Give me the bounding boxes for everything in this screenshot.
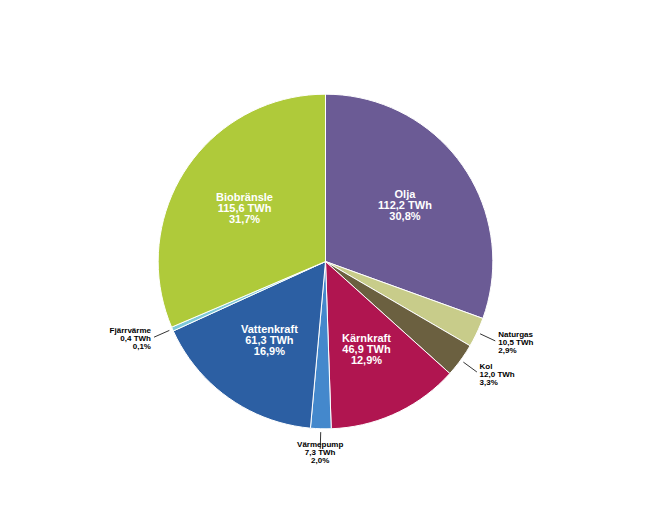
svg-text:Värmepump7,3 TWh2,0%: Värmepump7,3 TWh2,0% xyxy=(297,440,343,465)
svg-text:Fjärrvärme0,4 TWh0,1%: Fjärrvärme0,4 TWh0,1% xyxy=(110,326,152,351)
svg-text:Vattenkraft61,3 TWh16,9%: Vattenkraft61,3 TWh16,9% xyxy=(241,323,298,357)
svg-text:Biobränsle115,6 TWh31,7%: Biobränsle115,6 TWh31,7% xyxy=(216,191,273,225)
svg-text:Kärnkraft46,9 TWh12,9%: Kärnkraft46,9 TWh12,9% xyxy=(342,332,391,366)
svg-text:Olja112,2 TWh30,8%: Olja112,2 TWh30,8% xyxy=(378,188,432,222)
svg-text:Kol12,0 TWh3,3%: Kol12,0 TWh3,3% xyxy=(480,362,515,387)
svg-text:Naturgas10,5 TWh2,9%: Naturgas10,5 TWh2,9% xyxy=(498,330,533,355)
